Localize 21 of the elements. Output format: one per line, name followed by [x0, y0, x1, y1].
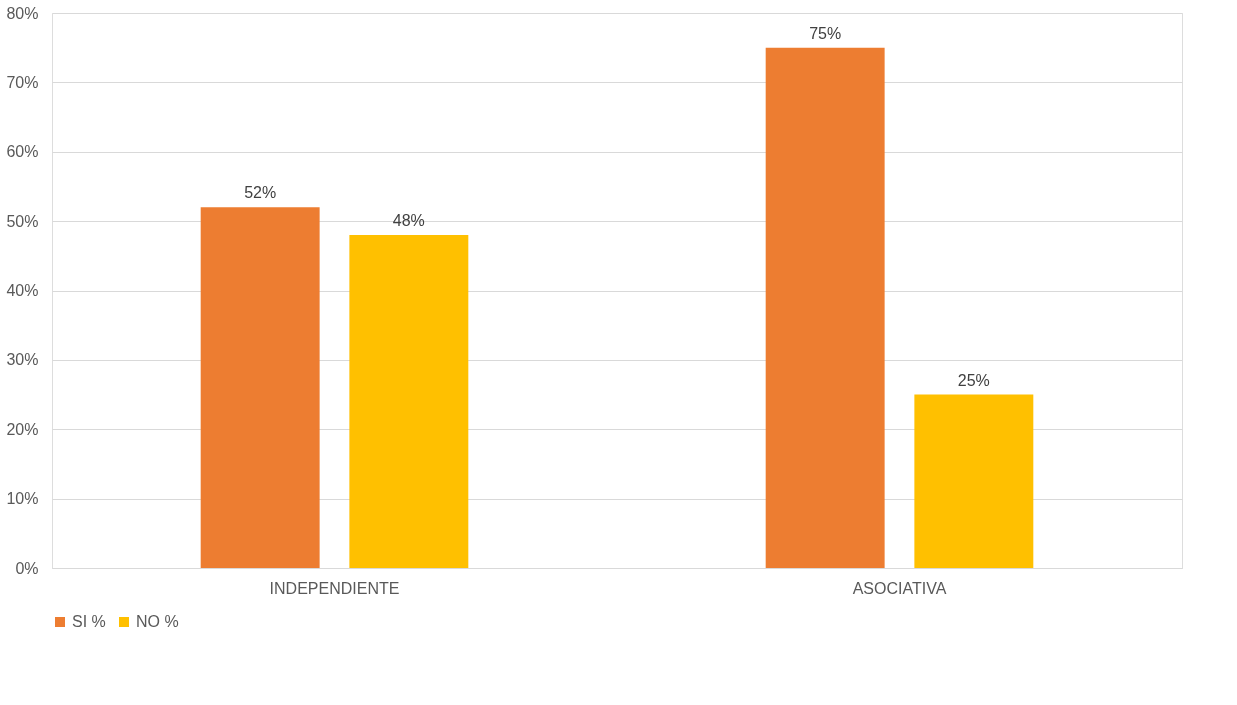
y-tick-label: 30% — [6, 351, 39, 369]
y-tick-label: 20% — [6, 420, 39, 438]
y-tick-label: 80% — [6, 4, 39, 22]
data-label: 75% — [809, 24, 842, 42]
bar — [914, 394, 1034, 568]
bar — [200, 207, 320, 568]
x-tick-label: INDEPENDIENTE — [269, 579, 400, 597]
legend-label: NO % — [136, 613, 179, 630]
legend-label: SI % — [72, 613, 106, 630]
y-tick-label: 10% — [6, 490, 39, 508]
bar — [765, 47, 885, 568]
bar — [349, 235, 469, 568]
data-label: 48% — [392, 212, 425, 229]
y-tick-label: 50% — [6, 212, 39, 230]
data-label: 25% — [957, 371, 990, 389]
data-label: 52% — [244, 184, 277, 202]
y-tick-label: 40% — [6, 282, 39, 299]
x-tick-label: ASOCIATIVA — [852, 579, 947, 597]
y-tick-label: 60% — [6, 143, 39, 161]
y-tick-label: 70% — [6, 73, 39, 91]
y-tick-label: 0% — [15, 559, 39, 577]
